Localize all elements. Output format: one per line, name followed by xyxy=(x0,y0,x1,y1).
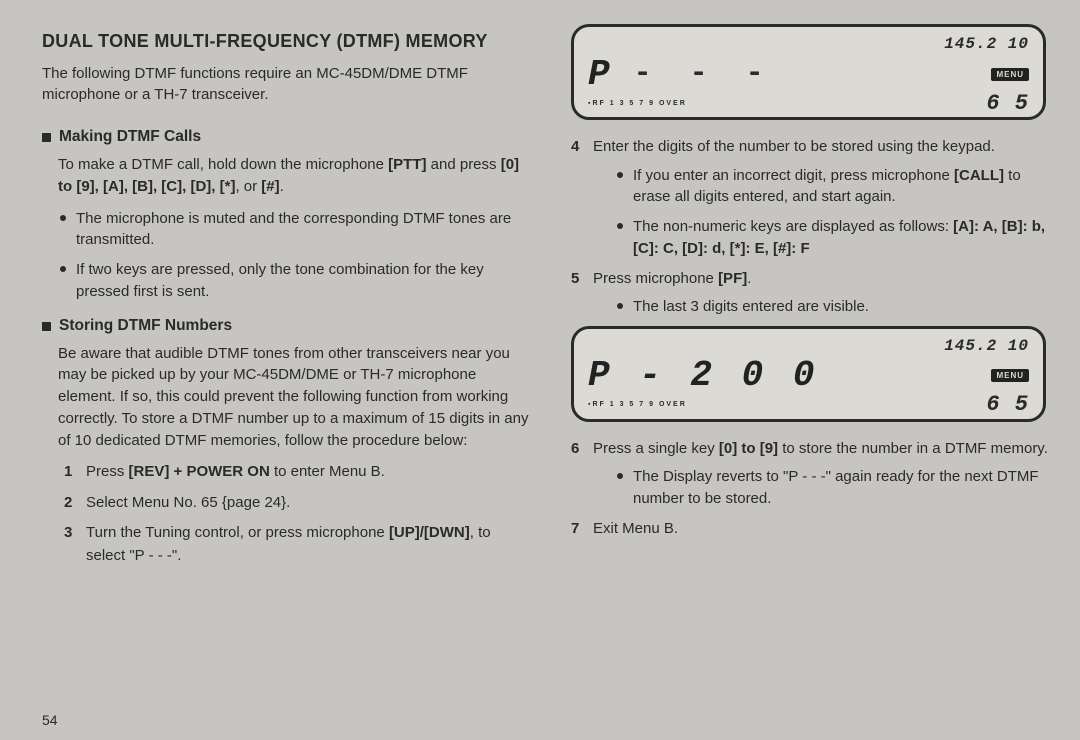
lcd1-menu-tag: MENU xyxy=(991,68,1029,81)
step5-bullet-1: The last 3 digits entered are visible. xyxy=(617,296,1052,318)
making-body: To make a DTMF call, hold down the micro… xyxy=(42,154,529,198)
step4-bullets: If you enter an incorrect digit, press m… xyxy=(593,165,1052,260)
storing-steps-5: Press microphone [PF]. The last 3 digits… xyxy=(565,268,1052,318)
section-storing-title: Storing DTMF Numbers xyxy=(42,317,529,335)
right-column: 145.2 10 P - - - MENU ▪RF 1 3 5 7 9 OVER… xyxy=(565,24,1052,724)
storing-steps-1to3: Press [REV] + POWER ON to enter Menu B. … xyxy=(42,461,529,567)
lcd2-main: P - 2 0 0 xyxy=(588,355,818,396)
s4b1-key: [CALL] xyxy=(954,167,1004,184)
step3-key: [UP]/[DWN] xyxy=(389,524,470,541)
step5-pre: Press microphone xyxy=(593,270,718,287)
step4-text: Enter the digits of the number to be sto… xyxy=(593,138,995,155)
step3-pre: Turn the Tuning control, or press microp… xyxy=(86,524,389,541)
lcd-display-1: 145.2 10 P - - - MENU ▪RF 1 3 5 7 9 OVER… xyxy=(571,24,1046,120)
step6-post: to store the number in a DTMF memory. xyxy=(778,440,1048,457)
step4-bullet-2: The non-numeric keys are displayed as fo… xyxy=(617,216,1052,260)
storing-steps-4: Enter the digits of the number to be sto… xyxy=(565,136,1052,260)
storing-steps-6-7: Press a single key [0] to [9] to store t… xyxy=(565,438,1052,541)
step-6: Press a single key [0] to [9] to store t… xyxy=(571,438,1052,510)
lcd2-freq: 145.2 10 xyxy=(944,337,1029,355)
lcd2-menu-tag: MENU xyxy=(991,369,1029,382)
making-mid: and press xyxy=(426,156,500,173)
section-making-title: Making DTMF Calls xyxy=(42,128,529,146)
lcd1-freq: 145.2 10 xyxy=(944,35,1029,53)
step-4: Enter the digits of the number to be sto… xyxy=(571,136,1052,260)
step1-key: [REV] + POWER ON xyxy=(129,463,270,480)
step-3: Turn the Tuning control, or press microp… xyxy=(64,522,529,567)
step5-bullets: The last 3 digits entered are visible. xyxy=(593,296,1052,318)
making-bullet-2: If two keys are pressed, only the tone c… xyxy=(60,259,529,303)
step1-post: to enter Menu B. xyxy=(270,463,385,480)
lcd1-p: P xyxy=(588,54,614,95)
lcd1-65: 6 5 xyxy=(986,91,1029,116)
storing-body: Be aware that audible DTMF tones from ot… xyxy=(42,343,529,452)
lcd-display-2: 145.2 10 P - 2 0 0 MENU ▪RF 1 3 5 7 9 OV… xyxy=(571,326,1046,422)
left-column: DUAL TONE MULTI-FREQUENCY (DTMF) MEMORY … xyxy=(42,24,529,724)
intro-text: The following DTMF functions require an … xyxy=(42,63,529,107)
step6-keys: [0] to [9] xyxy=(719,440,778,457)
step6-pre: Press a single key xyxy=(593,440,719,457)
step-2: Select Menu No. 65 {page 24}. xyxy=(64,492,529,515)
making-bullet-1: The microphone is muted and the correspo… xyxy=(60,208,529,252)
section-storing-label: Storing DTMF Numbers xyxy=(59,317,232,335)
s4b2-pre: The non-numeric keys are displayed as fo… xyxy=(633,218,953,235)
step6-bullets: The Display reverts to "P - - -" again r… xyxy=(593,466,1052,510)
page-title: DUAL TONE MULTI-FREQUENCY (DTMF) MEMORY xyxy=(42,30,529,53)
lcd1-dashes: - - - xyxy=(634,57,774,91)
step-7: Exit Menu B. xyxy=(571,518,1052,541)
step4-bullet-1: If you enter an incorrect digit, press m… xyxy=(617,165,1052,209)
key-ptt: [PTT] xyxy=(388,156,426,173)
step-5: Press microphone [PF]. The last 3 digits… xyxy=(571,268,1052,318)
making-bullets: The microphone is muted and the correspo… xyxy=(42,208,529,303)
s4b1-pre: If you enter an incorrect digit, press m… xyxy=(633,167,954,184)
manual-page: DUAL TONE MULTI-FREQUENCY (DTMF) MEMORY … xyxy=(0,0,1080,740)
making-period: . xyxy=(280,178,284,195)
lcd2-meter: ▪RF 1 3 5 7 9 OVER xyxy=(588,401,687,408)
making-pre: To make a DTMF call, hold down the micro… xyxy=(58,156,388,173)
section-making-label: Making DTMF Calls xyxy=(59,128,201,146)
making-post: , or xyxy=(235,178,261,195)
key-hash: [#] xyxy=(261,178,279,195)
step5-post: . xyxy=(747,270,751,287)
lcd1-meter: ▪RF 1 3 5 7 9 OVER xyxy=(588,100,687,107)
step5-key: [PF] xyxy=(718,270,747,287)
step-1: Press [REV] + POWER ON to enter Menu B. xyxy=(64,461,529,484)
step6-bullet-1: The Display reverts to "P - - -" again r… xyxy=(617,466,1052,510)
lcd2-65: 6 5 xyxy=(986,392,1029,417)
step1-pre: Press xyxy=(86,463,129,480)
page-number: 54 xyxy=(42,712,58,728)
